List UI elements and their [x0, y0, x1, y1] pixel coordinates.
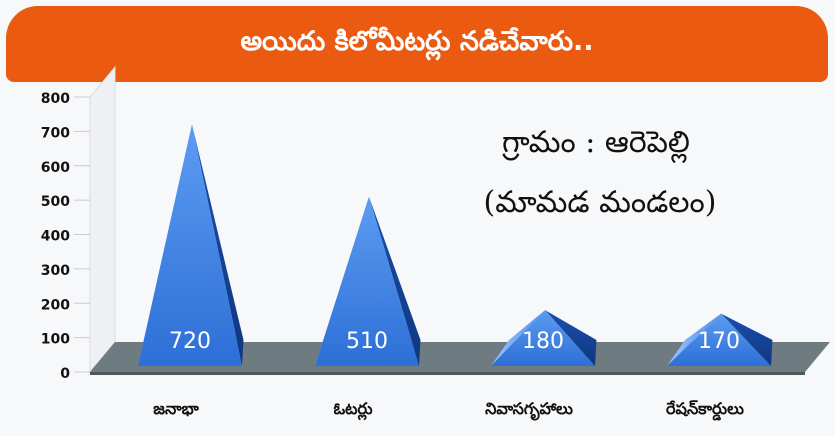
- y-tick-label: 400: [41, 229, 70, 245]
- pyramid-bar: [315, 196, 419, 366]
- y-tick-label: 0: [60, 366, 70, 382]
- data-label: 170: [698, 329, 740, 354]
- y-tick-label: 600: [41, 160, 70, 176]
- x-category-label: నివాసగృహాలు: [485, 399, 573, 421]
- chart-floor-edge: [90, 372, 805, 375]
- y-tick-label: 100: [41, 332, 70, 348]
- title-banner: అయిదు కిలోమీటర్లు నడిచేవారు..: [6, 6, 828, 82]
- x-category-label: రేషన్‌కార్డులు: [666, 399, 744, 421]
- data-label: 510: [346, 329, 388, 354]
- y-tick-label: 300: [41, 263, 70, 279]
- pyramid-side: [369, 196, 421, 366]
- pyramid-bar: [138, 124, 242, 366]
- pyramid-side: [192, 124, 244, 366]
- annotation-village: గ్రామం : ఆరెపెల్లి: [502, 125, 690, 164]
- data-label: 720: [169, 329, 211, 354]
- axis-wall: [89, 65, 116, 374]
- pyramid-bar: [667, 313, 771, 366]
- y-tick-label: 500: [41, 194, 70, 210]
- x-category-label: ఓటర్లు: [333, 399, 373, 421]
- pyramid-side: [545, 310, 597, 366]
- chart-floor: [90, 342, 830, 372]
- y-tick-label: 800: [41, 91, 70, 107]
- x-category-label: జనాభా: [153, 399, 199, 418]
- pyramid-bar: [491, 310, 595, 366]
- y-tick-label: 200: [41, 297, 70, 313]
- y-tick-label: 700: [41, 125, 70, 141]
- pyramid-side: [721, 313, 773, 366]
- chart-title: అయిదు కిలోమీటర్లు నడిచేవారు..: [240, 26, 594, 57]
- data-label: 180: [522, 329, 564, 354]
- annotation-mandal: (మామడ మండలం): [484, 185, 717, 220]
